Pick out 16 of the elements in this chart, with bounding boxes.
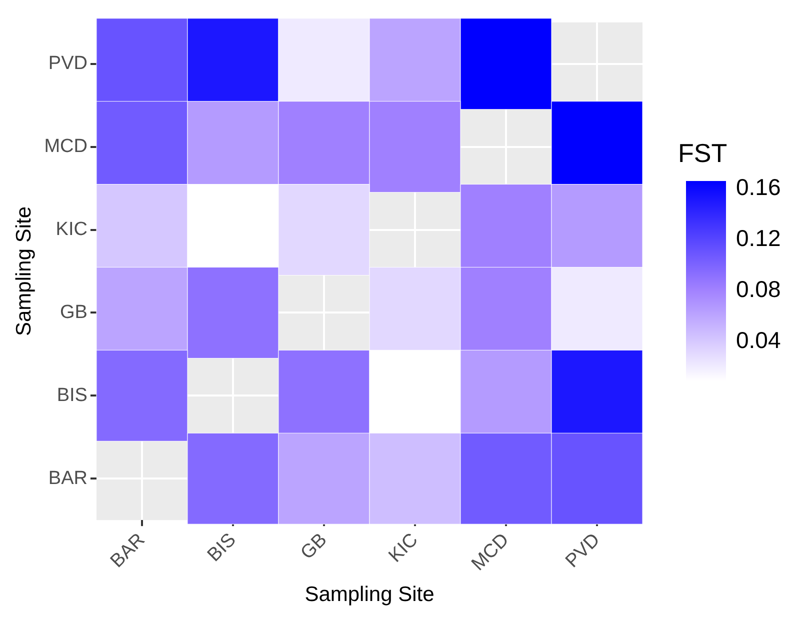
x-axis-title: Sampling Site [304,583,434,606]
color-bar-label: 0.16 [736,174,781,200]
y-tick-label: KIC [56,219,88,240]
y-tick-label: GB [60,302,88,323]
x-tick-label: BIS [204,530,240,566]
x-tick-label: KIC [384,530,422,567]
y-tick-label: BAR [48,468,88,489]
color-bar-label: 0.04 [736,327,781,354]
color-bar-label: 0.08 [736,276,781,302]
y-tick-label: BIS [56,384,88,406]
color-bar-title: FST [678,138,728,169]
y-tick-label: MCD [44,136,88,158]
y-tick-label: PVD [48,53,88,74]
color-bar-label: 0.12 [736,225,781,252]
x-tick-label: GB [296,530,332,564]
y-axis-title: Sampling Site [12,206,36,336]
